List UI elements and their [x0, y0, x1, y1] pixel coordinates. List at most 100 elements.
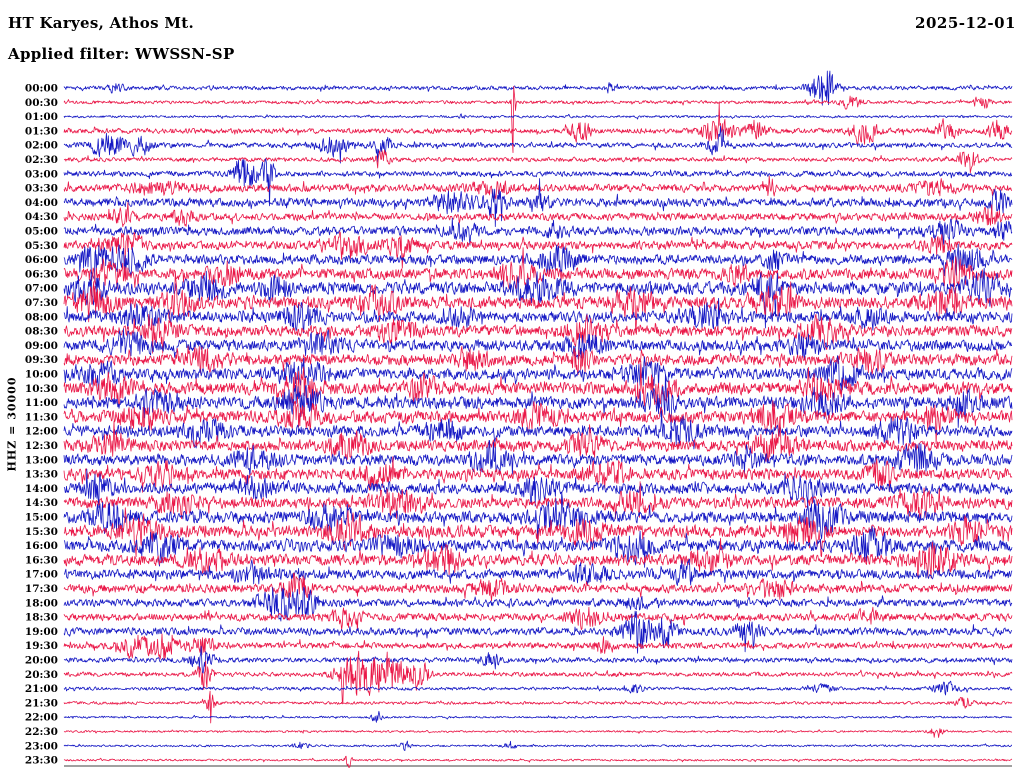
- trace-0430: [63, 202, 1013, 228]
- trace-0130: [63, 102, 1013, 145]
- station-title: HT Karyes, Athos Mt.: [8, 14, 194, 32]
- trace-1830: [63, 606, 1013, 632]
- row-time-label: 21:30: [25, 697, 58, 709]
- trace-1330: [63, 456, 1013, 493]
- trace-1630: [63, 537, 1013, 579]
- row-time-label: 05:30: [25, 240, 58, 252]
- trace-0030: [63, 86, 1013, 154]
- row-time-label: 11:30: [25, 411, 58, 423]
- row-time-label: 06:00: [25, 254, 58, 266]
- trace-0630: [63, 247, 1013, 291]
- trace-1000: [63, 355, 1013, 393]
- trace-1730: [63, 572, 1013, 602]
- row-time-label: 09:30: [25, 354, 58, 366]
- trace-0500: [63, 217, 1013, 246]
- filter-label: Applied filter: WWSSN-SP: [8, 45, 235, 63]
- trace-2300: [63, 740, 1012, 751]
- row-time-label: 19:00: [25, 626, 58, 638]
- trace-0230: [63, 149, 1013, 174]
- trace-2230: [63, 728, 1013, 738]
- row-time-label: 01:30: [25, 125, 58, 137]
- row-time-label: 20:30: [25, 669, 58, 681]
- trace-2130: [63, 690, 1013, 724]
- row-time-label: 20:00: [25, 655, 58, 667]
- trace-0100: [63, 113, 1013, 120]
- row-time-label: 22:30: [25, 726, 58, 738]
- trace-1500: [63, 491, 1013, 543]
- row-time-label: 06:30: [25, 268, 58, 280]
- row-time-label: 09:00: [25, 340, 58, 352]
- trace-0300: [63, 158, 1013, 207]
- trace-1900: [63, 610, 1013, 654]
- trace-1130: [63, 400, 1013, 445]
- row-time-label: 17:00: [25, 569, 58, 581]
- trace-1800: [63, 586, 1013, 622]
- trace-0730: [63, 270, 1013, 334]
- trace-0700: [63, 267, 1013, 329]
- row-time-label: 10:30: [25, 383, 58, 395]
- row-time-label: 16:00: [25, 540, 58, 552]
- trace-0000: [63, 70, 1013, 106]
- trace-1200: [63, 410, 1013, 450]
- row-time-label: 14:00: [25, 483, 58, 495]
- trace-2000: [63, 645, 1013, 674]
- row-time-label: 08:30: [25, 326, 58, 338]
- row-time-label: 23:30: [25, 755, 58, 767]
- trace-2030: [63, 650, 1013, 704]
- trace-0330: [63, 175, 1013, 200]
- trace-0830: [63, 313, 1013, 354]
- row-time-label: 18:00: [25, 597, 58, 609]
- date-label: 2025-12-01: [915, 14, 1016, 32]
- trace-1930: [63, 633, 1013, 661]
- row-time-label: 05:00: [25, 226, 58, 238]
- trace-1400: [63, 468, 1013, 509]
- row-time-label: 22:00: [25, 712, 58, 724]
- trace-1300: [63, 440, 1013, 478]
- row-time-label: 02:00: [25, 140, 58, 152]
- row-time-label: 16:30: [25, 554, 58, 566]
- trace-1100: [63, 373, 1013, 430]
- trace-1700: [63, 558, 1013, 586]
- row-time-label: 03:30: [25, 183, 58, 195]
- trace-0400: [63, 178, 1013, 228]
- row-time-label: 04:00: [25, 197, 58, 209]
- row-time-label: 03:00: [25, 168, 58, 180]
- trace-0800: [63, 297, 1013, 334]
- trace-1230: [63, 415, 1013, 462]
- trace-2200: [63, 710, 1013, 723]
- trace-0930: [63, 345, 1013, 376]
- trace-0900: [63, 328, 1013, 360]
- trace-1430: [63, 481, 1013, 520]
- row-time-label: 15:30: [25, 526, 58, 538]
- trace-2330: [63, 755, 1013, 768]
- row-time-label: 08:00: [25, 311, 58, 323]
- trace-0600: [63, 243, 1013, 280]
- row-time-label: 02:30: [25, 154, 58, 166]
- trace-0200: [63, 125, 1013, 164]
- row-time-label: 07:00: [25, 283, 58, 295]
- row-time-label: 00:00: [25, 83, 58, 95]
- trace-0530: [63, 231, 1013, 269]
- row-time-label: 00:30: [25, 97, 58, 109]
- row-time-label: 01:00: [25, 111, 58, 123]
- trace-2100: [63, 680, 1013, 696]
- row-time-label: 07:30: [25, 297, 58, 309]
- trace-1600: [63, 525, 1013, 568]
- row-time-label: 13:30: [25, 469, 58, 481]
- trace-1530: [63, 507, 1013, 558]
- row-time-label: 11:00: [25, 397, 58, 409]
- row-time-label: 18:30: [25, 612, 58, 624]
- row-time-label: 14:30: [25, 497, 58, 509]
- row-time-label: 13:00: [25, 454, 58, 466]
- row-time-label: 15:00: [25, 512, 58, 524]
- row-time-label: 04:30: [25, 211, 58, 223]
- trace-1030: [63, 360, 1013, 407]
- row-time-label: 19:30: [25, 640, 58, 652]
- row-time-label: 21:00: [25, 683, 58, 695]
- row-time-label: 12:30: [25, 440, 58, 452]
- row-time-label: 17:30: [25, 583, 58, 595]
- row-time-label: 10:00: [25, 369, 58, 381]
- row-time-label: 12:00: [25, 426, 58, 438]
